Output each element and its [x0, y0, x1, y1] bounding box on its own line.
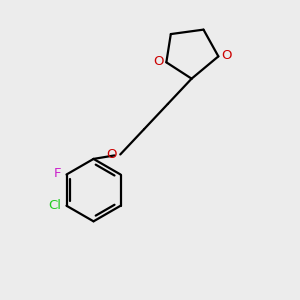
Text: Cl: Cl — [48, 199, 61, 212]
Text: O: O — [107, 148, 117, 161]
Text: O: O — [221, 49, 231, 62]
Text: O: O — [153, 55, 164, 68]
Text: F: F — [54, 167, 61, 179]
